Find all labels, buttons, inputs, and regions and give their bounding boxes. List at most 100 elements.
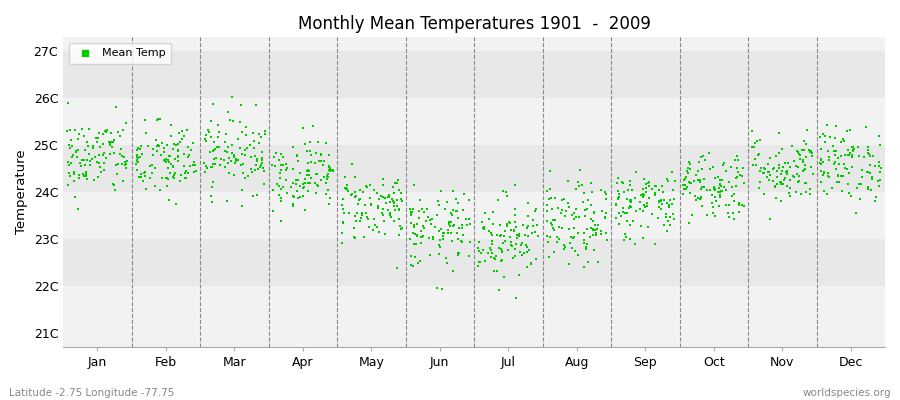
Point bbox=[544, 168, 558, 174]
Point bbox=[119, 120, 133, 126]
Point bbox=[694, 154, 708, 160]
Point bbox=[792, 173, 806, 179]
Point bbox=[338, 186, 353, 192]
Point bbox=[569, 186, 583, 192]
Point bbox=[572, 183, 586, 189]
Point bbox=[256, 165, 271, 172]
Point bbox=[486, 209, 500, 215]
Point bbox=[91, 173, 105, 180]
Point bbox=[610, 194, 625, 201]
Point bbox=[871, 178, 886, 184]
Point bbox=[272, 157, 286, 163]
Point bbox=[248, 153, 262, 159]
Point bbox=[355, 215, 369, 221]
Point bbox=[642, 178, 656, 185]
Point bbox=[406, 205, 420, 212]
Point bbox=[654, 183, 669, 190]
Point bbox=[206, 161, 220, 168]
Point bbox=[249, 156, 264, 162]
Point bbox=[103, 142, 117, 148]
Point bbox=[104, 138, 119, 145]
Point bbox=[207, 155, 221, 162]
Point bbox=[753, 164, 768, 171]
Point bbox=[266, 187, 280, 194]
Point bbox=[798, 180, 813, 186]
Point bbox=[594, 186, 608, 193]
Point bbox=[203, 192, 218, 199]
Point bbox=[522, 247, 536, 254]
Point bbox=[717, 184, 732, 190]
Point bbox=[572, 167, 587, 173]
Point bbox=[512, 233, 526, 239]
Point bbox=[791, 177, 806, 184]
Point bbox=[651, 215, 665, 221]
Point bbox=[181, 170, 195, 177]
Point bbox=[171, 147, 185, 153]
Point bbox=[409, 241, 423, 248]
Point bbox=[722, 202, 736, 208]
Point bbox=[160, 182, 175, 189]
Point bbox=[189, 168, 203, 174]
Point bbox=[804, 164, 818, 170]
Point bbox=[707, 213, 722, 220]
Point bbox=[176, 162, 191, 169]
Point bbox=[785, 143, 799, 149]
Point bbox=[516, 222, 530, 228]
Point bbox=[624, 236, 638, 242]
Point bbox=[310, 150, 324, 156]
Point bbox=[655, 200, 670, 207]
Point bbox=[834, 173, 849, 179]
Point bbox=[346, 225, 361, 231]
Point bbox=[116, 178, 130, 184]
Point bbox=[779, 168, 794, 175]
Point bbox=[715, 177, 729, 184]
Point bbox=[280, 164, 294, 171]
Point bbox=[752, 168, 767, 174]
Point bbox=[454, 238, 468, 244]
Point bbox=[151, 142, 166, 148]
Point bbox=[491, 197, 506, 204]
Point bbox=[197, 160, 211, 166]
Point bbox=[688, 196, 703, 203]
Point bbox=[699, 212, 714, 218]
Point bbox=[393, 223, 408, 230]
Point bbox=[65, 143, 79, 150]
Point bbox=[95, 152, 110, 158]
Point bbox=[360, 214, 374, 220]
Point bbox=[678, 182, 692, 188]
Text: worldspecies.org: worldspecies.org bbox=[803, 388, 891, 398]
Point bbox=[783, 177, 797, 183]
Point bbox=[143, 175, 157, 181]
Point bbox=[529, 222, 544, 228]
Point bbox=[301, 180, 315, 186]
Point bbox=[157, 145, 171, 152]
Point bbox=[694, 194, 708, 200]
Point bbox=[493, 222, 508, 228]
Point bbox=[114, 161, 129, 167]
Point bbox=[381, 206, 395, 213]
Point bbox=[285, 143, 300, 150]
Point bbox=[617, 189, 632, 195]
Point bbox=[822, 157, 836, 164]
Point bbox=[414, 234, 428, 240]
Point bbox=[845, 164, 859, 171]
Point bbox=[791, 148, 806, 155]
Point bbox=[711, 188, 725, 195]
Point bbox=[462, 253, 476, 259]
Point bbox=[244, 154, 258, 160]
Point bbox=[579, 244, 593, 250]
Point bbox=[269, 150, 284, 156]
Point bbox=[390, 265, 404, 272]
Point bbox=[681, 179, 696, 186]
Point bbox=[308, 160, 322, 166]
Point bbox=[611, 175, 625, 182]
Point bbox=[829, 166, 843, 172]
Point bbox=[130, 159, 145, 165]
Point bbox=[496, 188, 510, 194]
Point bbox=[368, 222, 382, 228]
Point bbox=[256, 181, 271, 187]
Point bbox=[531, 233, 545, 240]
Point bbox=[74, 163, 88, 169]
Point bbox=[561, 200, 575, 206]
Point bbox=[545, 217, 560, 223]
